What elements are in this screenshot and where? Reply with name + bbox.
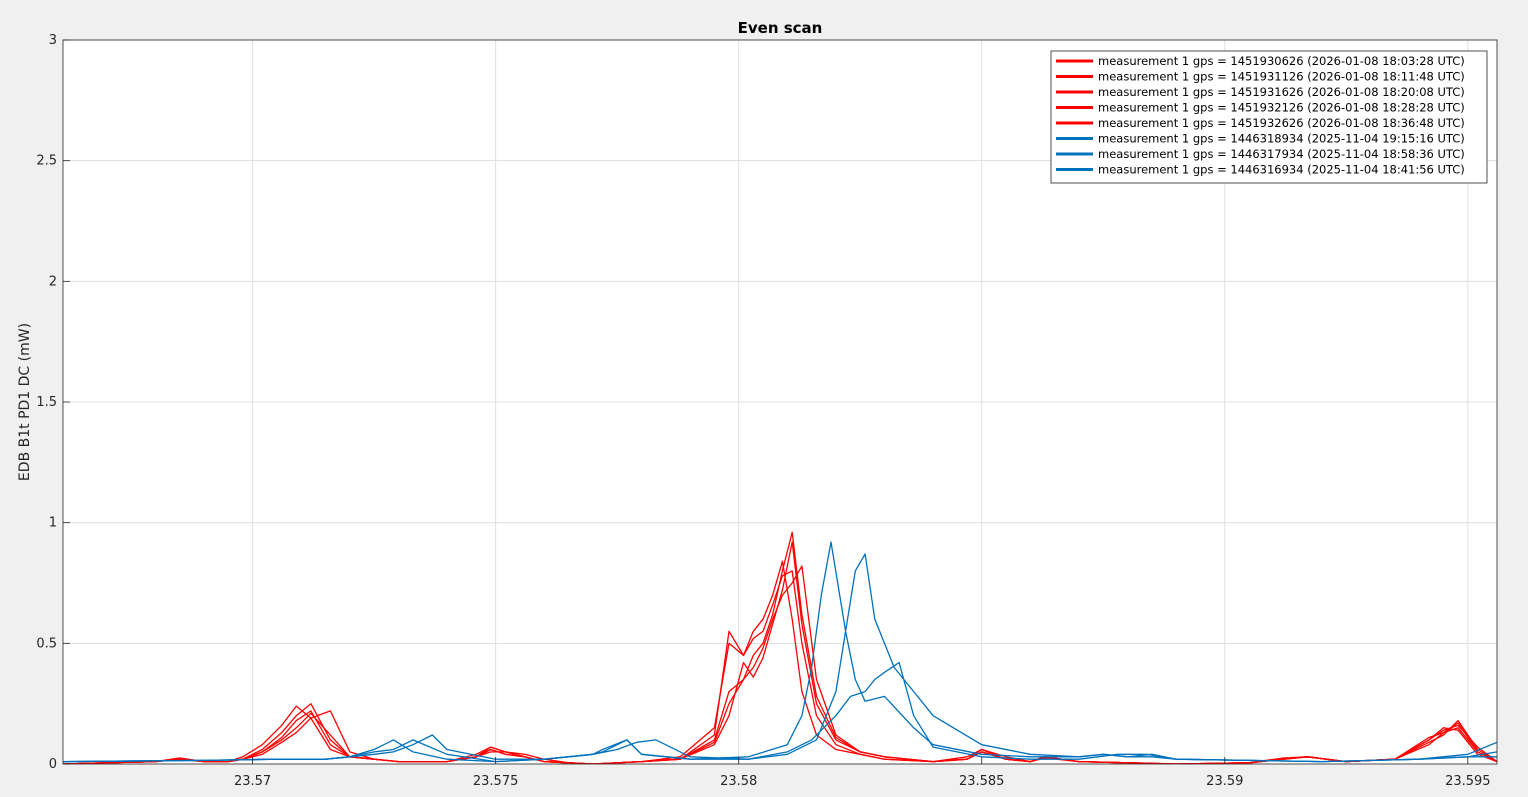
x-tick-label: 23.58	[720, 774, 757, 789]
legend[interactable]: measurement 1 gps = 1451930626 (2026-01-…	[1050, 50, 1488, 184]
x-tick-label: 23.59	[1206, 774, 1243, 789]
y-tick-label: 0	[49, 757, 57, 772]
y-tick-label: 2.5	[36, 154, 57, 169]
x-tick-label: 23.575	[473, 774, 519, 789]
y-tick-label: 1.5	[36, 395, 57, 410]
legend-entry-label: measurement 1 gps = 1451931626 (2026-01-…	[1098, 85, 1465, 99]
y-tick-label: 2	[49, 274, 57, 289]
x-tick-label: 23.57	[234, 774, 271, 789]
legend-entry-label: measurement 1 gps = 1451931126 (2026-01-…	[1098, 70, 1465, 84]
legend-entry-label: measurement 1 gps = 1446317934 (2025-11-…	[1098, 147, 1465, 161]
legend-entry-label: measurement 1 gps = 1451930626 (2026-01-…	[1098, 54, 1465, 68]
legend-entry-label: measurement 1 gps = 1451932626 (2026-01-…	[1098, 116, 1465, 130]
y-ticks: 0 0.5 1 1.5 2 2.5 3	[36, 33, 70, 772]
legend-entry-label: measurement 1 gps = 1446318934 (2025-11-…	[1098, 132, 1465, 146]
x-ticks: 23.57 23.575 23.58 23.585 23.59 23.595	[234, 757, 1491, 789]
y-tick-label: 0.5	[36, 636, 57, 651]
legend-box	[1050, 50, 1488, 184]
series-line-8	[63, 661, 1497, 763]
y-tick-label: 1	[49, 516, 57, 531]
series-line-7	[63, 541, 1497, 763]
legend-entry-label: measurement 1 gps = 1446316934 (2025-11-…	[1098, 163, 1465, 177]
x-tick-label: 23.585	[959, 774, 1005, 789]
chart-title: Even scan	[738, 19, 823, 37]
y-axis-label: EDB B1t PD1 DC (mW)	[17, 323, 33, 481]
x-tick-label: 23.595	[1445, 774, 1491, 789]
y-tick-label: 3	[49, 33, 57, 48]
legend-entry-label: measurement 1 gps = 1451932126 (2026-01-…	[1098, 101, 1465, 115]
